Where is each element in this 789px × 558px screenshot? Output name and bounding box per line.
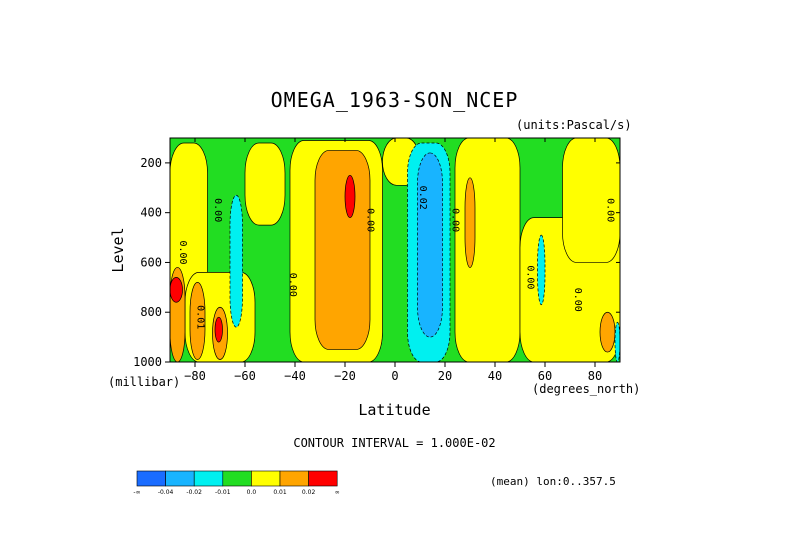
contour-label-6: 0.00 — [450, 208, 461, 232]
contour-region-10 — [314, 150, 371, 350]
x-axis-label: Latitude — [358, 401, 431, 419]
units-label: (units:Pascal/s) — [516, 118, 632, 132]
x-tick-label-6: 40 — [488, 369, 502, 383]
contour-region-15 — [454, 138, 521, 362]
contour-region-14 — [417, 152, 443, 338]
contour-region-18 — [562, 138, 620, 263]
contour-label-4: 0.00 — [365, 208, 376, 232]
contour-label-8: 0.00 — [572, 288, 583, 312]
x-tick-label-4: 0 — [391, 369, 398, 383]
x-tick-label-1: −60 — [234, 369, 256, 383]
x-tick-label-5: 20 — [438, 369, 452, 383]
x-tick-label-3: −20 — [334, 369, 356, 383]
colorbar-swatch-2 — [193, 470, 224, 487]
colorbar-label-6: 0.02 — [302, 489, 316, 496]
colorbar-swatch-6 — [308, 470, 338, 487]
contour-label-7: 0.00 — [525, 265, 536, 289]
colorbar-swatch-4 — [251, 470, 281, 487]
x-tick-label-7: 60 — [538, 369, 552, 383]
colorbar-swatch-3 — [222, 470, 252, 487]
x-tick-label-2: −40 — [284, 369, 306, 383]
contour-label-5: 0.02 — [417, 186, 428, 210]
contour-label-9: 0.00 — [605, 198, 616, 222]
contour-interval-label: CONTOUR INTERVAL = 1.000E-02 — [293, 436, 496, 450]
chart-title: OMEGA_1963-SON_NCEP — [270, 88, 519, 112]
colorbar-label-2: -0.02 — [186, 489, 202, 496]
y-tick-label-2: 600 — [140, 255, 162, 269]
contour-label-1: 0.00 — [212, 198, 223, 222]
y-unit-label: (millibar) — [108, 375, 181, 389]
contour-region-7 — [229, 194, 243, 328]
y-tick-label-0: 200 — [140, 156, 162, 170]
contour-label-0: 0.00 — [177, 240, 188, 264]
contour-region-8 — [244, 142, 286, 226]
colorbar-label-1: -0.04 — [158, 489, 174, 496]
colorbar-swatch-0 — [136, 470, 166, 487]
contour-region-3 — [170, 277, 183, 303]
x-unit-label: (degrees_north) — [532, 382, 641, 396]
colorbar-swatch-1 — [165, 470, 195, 487]
contour-region-20 — [599, 311, 616, 353]
contour-regions — [170, 138, 620, 362]
y-tick-label-1: 400 — [140, 206, 162, 220]
contour-region-16 — [464, 177, 476, 268]
colorbar-label-7: ∞ — [335, 489, 340, 496]
y-tick-label-3: 800 — [140, 305, 162, 319]
x-tick-label-0: −80 — [184, 369, 206, 383]
colorbar-swatch-5 — [279, 470, 309, 487]
colorbar-label-4: 0.0 — [247, 489, 257, 496]
y-tick-label-4: 1000 — [133, 355, 162, 369]
contour-label-2: 0.01 — [195, 305, 206, 329]
colorbar-label-3: -0.01 — [215, 489, 231, 496]
contour-region-21 — [614, 321, 620, 362]
contour-region-4 — [189, 282, 206, 360]
contour-region-6 — [214, 316, 223, 343]
contour-region-11 — [344, 174, 356, 218]
x-tick-label-8: 80 — [588, 369, 602, 383]
mean-label: (mean) lon:0..357.5 — [490, 475, 616, 488]
contour-label-3: 0.00 — [287, 273, 298, 297]
colorbar-label-0: -∞ — [133, 489, 140, 496]
colorbar-label-5: 0.01 — [273, 489, 287, 496]
contour-region-19 — [537, 234, 546, 306]
